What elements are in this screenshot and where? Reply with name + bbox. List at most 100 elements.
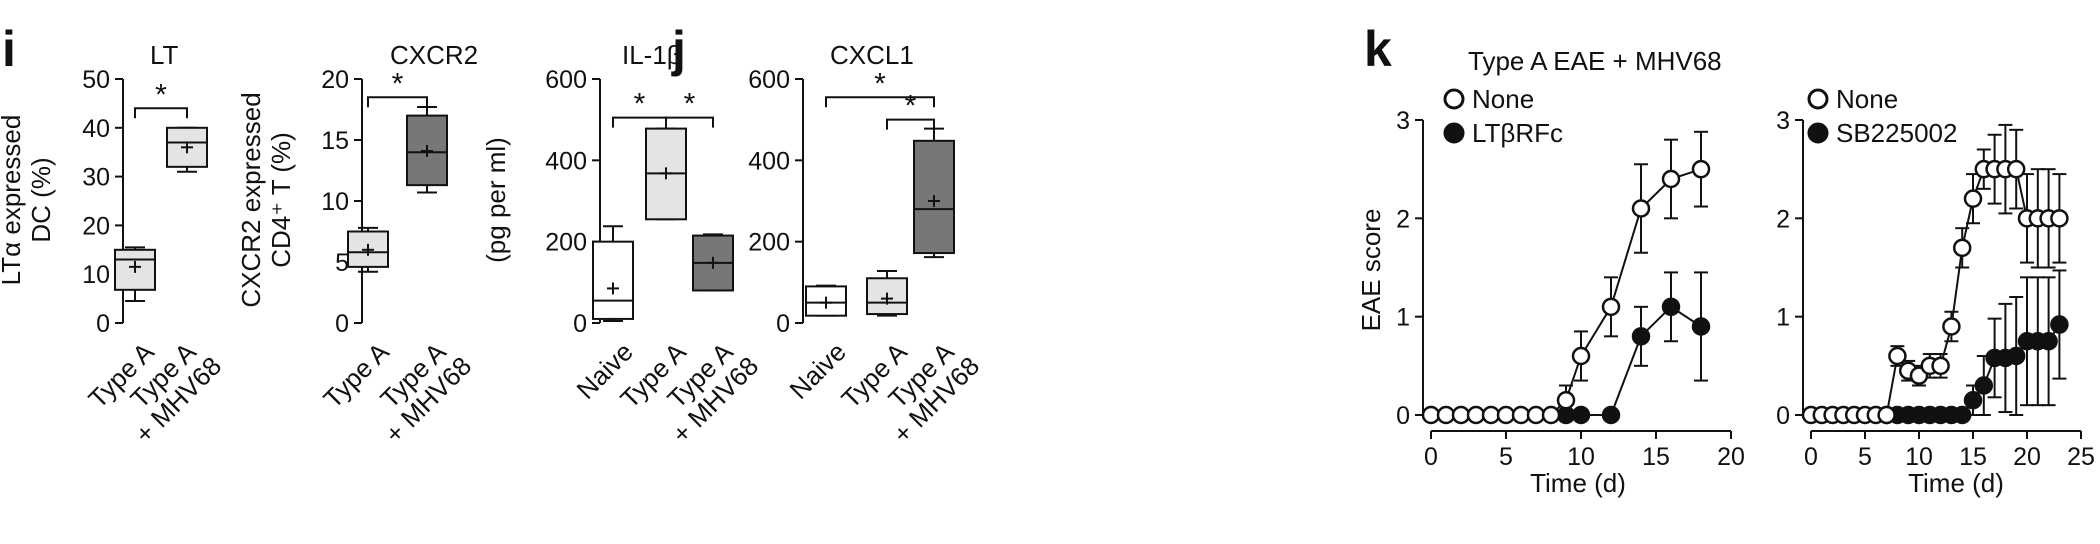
chart-eae-ltbrfc: Type A EAE + MHV68 0 1 2 3 0 5 10 15 20 EAE score T…	[1356, 46, 1745, 498]
y-tick-label: 10	[82, 261, 110, 289]
data-point	[1631, 327, 1651, 346]
box-iqr	[592, 240, 634, 320]
y-tick-label: 50	[82, 66, 110, 94]
data-point	[1661, 297, 1681, 317]
chart-title: IL-1β	[622, 40, 682, 70]
y-tick-label: 2	[1396, 205, 1410, 233]
legend-label: None	[1472, 84, 1534, 114]
y-tick-label: 10	[321, 188, 349, 216]
panel-letter-i: i	[2, 21, 16, 77]
box-iqr	[866, 277, 908, 316]
data-point	[1556, 391, 1576, 410]
data-point	[1888, 346, 1907, 366]
data-point	[2039, 332, 2058, 351]
y-tick-label: 20	[321, 66, 349, 94]
x-tick-label: 20	[2013, 443, 2041, 471]
y-tick-label: 30	[82, 164, 110, 192]
data-point	[1631, 199, 1651, 218]
y-axis-label: LTα expressed	[0, 115, 26, 286]
data-point	[1691, 317, 1711, 336]
chart-title: CXCL1	[830, 40, 914, 70]
y-tick-label: 200	[545, 229, 587, 257]
y-tick-label: 400	[748, 147, 790, 175]
data-point	[1571, 405, 1591, 425]
data-point	[1541, 405, 1561, 425]
y-tick-label: 0	[96, 310, 110, 338]
chart-eae-sb225002: 0 1 2 3 0 5 10 15 20 25 Time (d) None SB225002	[1776, 84, 2095, 498]
legend-marker	[1443, 122, 1465, 144]
data-point	[1952, 405, 1972, 425]
x-tick-label: 10	[1567, 443, 1595, 471]
y-tick-label: 40	[82, 115, 110, 143]
x-tick-label: 5	[1499, 443, 1513, 471]
data-point	[1601, 405, 1621, 425]
legend-label: None	[1836, 84, 1898, 114]
data-point	[2006, 346, 2026, 366]
significance-bracket	[367, 96, 428, 108]
series-line	[1431, 168, 1702, 416]
legend-marker	[1807, 122, 1829, 144]
legend-label: SB225002	[1836, 118, 1957, 148]
y-tick-label: 0	[776, 310, 790, 338]
x-tick-label: 15	[1959, 443, 1987, 471]
data-point	[2050, 209, 2069, 228]
y-tick-label: 3	[1396, 107, 1410, 135]
x-tick-label: 25	[2067, 443, 2095, 471]
y-tick-label: 5	[335, 249, 349, 277]
significance-star: *	[905, 90, 917, 123]
data-point	[1661, 169, 1681, 189]
data-point	[1436, 405, 1456, 425]
data-point	[1963, 189, 1983, 208]
y-tick-label: 1	[1776, 304, 1790, 332]
data-point	[1877, 405, 1896, 425]
y-tick-label: 600	[748, 66, 790, 94]
data-point	[1691, 159, 1711, 179]
panel-letter-j: j	[671, 21, 686, 77]
data-point	[1481, 405, 1501, 425]
significance-star: *	[874, 67, 886, 100]
significance-bracket	[665, 116, 714, 128]
y-tick-label: 15	[321, 127, 349, 155]
x-tick-label: 20	[1717, 443, 1745, 471]
y-tick-label: 0	[1776, 402, 1790, 430]
legend-label: LTβRFc	[1472, 118, 1563, 148]
significance-star: *	[392, 67, 404, 100]
significance-star: *	[634, 88, 646, 121]
y-tick-label: 0	[1396, 402, 1410, 430]
y-tick-label: 400	[545, 147, 587, 175]
data-point	[1571, 346, 1591, 366]
data-point	[1963, 391, 1983, 410]
x-axis-label: Time (d)	[1908, 468, 2004, 498]
significance-bracket	[825, 96, 935, 108]
chart-title: Type A EAE + MHV68	[1468, 46, 1722, 76]
data-point	[1931, 356, 1950, 376]
legend-marker	[1807, 88, 1829, 110]
chart-title: LT	[150, 40, 179, 70]
significance-bracket	[134, 107, 188, 119]
data-point	[2050, 315, 2069, 334]
x-tick-label: 5	[1858, 443, 1872, 471]
legend-marker	[1443, 88, 1465, 110]
data-point	[2006, 159, 2026, 179]
data-point	[1451, 405, 1471, 425]
significance-star: *	[684, 88, 696, 121]
y-axis-label: DC (%)	[26, 157, 56, 242]
x-axis-label: Time (d)	[1530, 468, 1626, 498]
y-axis-label: EAE score	[1356, 209, 1386, 332]
data-point	[1974, 376, 1994, 395]
box-iqr	[114, 248, 156, 291]
data-point	[1511, 405, 1531, 425]
y-axis-label: CD4⁺ T (%)	[266, 132, 296, 268]
y-tick-label: 3	[1776, 107, 1790, 135]
panel-letter-k: k	[1364, 21, 1392, 77]
data-point	[1496, 405, 1516, 425]
significance-star: *	[155, 78, 167, 111]
x-tick-label: 0	[1804, 443, 1818, 471]
data-point	[1952, 238, 1972, 258]
data-point	[1466, 405, 1486, 425]
y-tick-label: 2	[1776, 205, 1790, 233]
y-tick-label: 0	[573, 310, 587, 338]
